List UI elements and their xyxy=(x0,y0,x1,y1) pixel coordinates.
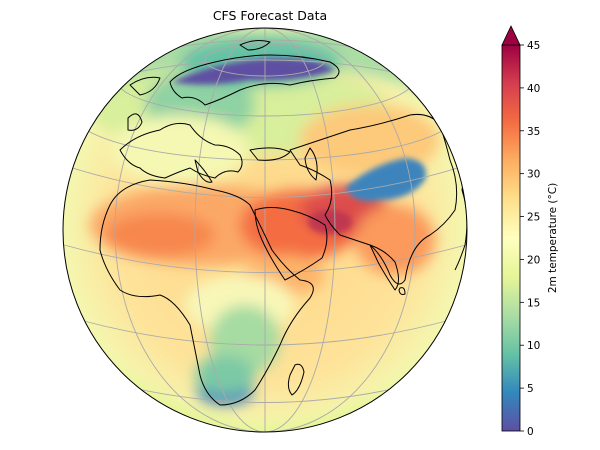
colorbar-tick-label: 5 xyxy=(527,383,534,395)
colorbar-tick-label: 45 xyxy=(527,40,540,52)
grat-lat-5 xyxy=(63,244,467,273)
colorbar-tick-label: 20 xyxy=(527,254,540,266)
grat-lon-2 xyxy=(114,28,416,432)
coast-uk xyxy=(127,113,143,131)
grat-lat-7 xyxy=(119,384,411,403)
coast-greenland xyxy=(129,76,161,96)
coast-arabia xyxy=(254,207,328,281)
colorbar-ticks: 0 5 10 15 20 25 30 35 40 45 xyxy=(520,40,540,438)
temperature-details xyxy=(172,58,426,234)
globe-map xyxy=(62,27,468,433)
russia-purple xyxy=(172,58,335,85)
coast-sri-lanka xyxy=(398,287,406,295)
colorbar-tick-label: 0 xyxy=(527,426,534,438)
colorbar: 0 5 10 15 20 25 30 35 40 45 2m temperature (°C) xyxy=(501,25,559,438)
coast-caspian xyxy=(304,147,318,181)
chart-title: CFS Forecast Data xyxy=(213,8,327,23)
colorbar-tick-label: 35 xyxy=(527,126,540,138)
coastlines xyxy=(99,40,467,406)
grat-lat-2 xyxy=(204,43,326,77)
coast-asia xyxy=(289,114,458,285)
coast-arctic-islands xyxy=(239,40,271,51)
colorbar-tick-label: 40 xyxy=(527,83,540,95)
gulf-hot xyxy=(308,210,352,234)
sahara-core xyxy=(105,213,215,257)
coast-africa xyxy=(99,179,314,406)
colorbar-label: 2m temperature (°C) xyxy=(547,183,559,293)
colorbar-tick-label: 25 xyxy=(527,212,540,224)
coast-black-sea xyxy=(249,147,291,161)
tibet-cold xyxy=(345,158,426,202)
grat-lat-4 xyxy=(63,164,467,198)
colorbar-body xyxy=(501,44,521,432)
europe-mild xyxy=(110,115,250,185)
south-africa-cool xyxy=(195,355,255,395)
colorbar-extend-arrow xyxy=(501,25,521,46)
coast-scandinavia-russia xyxy=(169,54,340,106)
grat-lat-6 xyxy=(79,319,451,346)
colorbar-tick-label: 15 xyxy=(527,297,540,309)
coast-india xyxy=(369,244,399,291)
coast-madagascar xyxy=(287,363,305,396)
colorbar-tick-label: 10 xyxy=(527,340,540,352)
colorbar-tick-label: 30 xyxy=(527,169,540,181)
coast-europe xyxy=(119,122,243,179)
coast-italy xyxy=(194,159,213,183)
globe-outline xyxy=(62,27,468,433)
